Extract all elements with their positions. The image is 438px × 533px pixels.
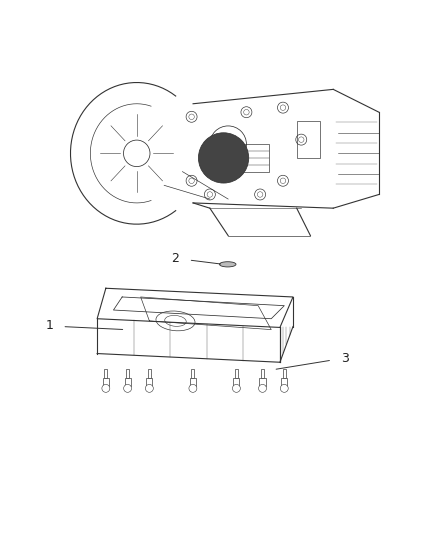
Bar bbox=[190, 378, 196, 386]
Text: 2: 2 bbox=[172, 252, 180, 265]
Bar bbox=[235, 369, 238, 378]
Text: 3: 3 bbox=[341, 352, 349, 365]
Bar bbox=[233, 378, 240, 386]
Bar bbox=[297, 122, 320, 158]
Circle shape bbox=[258, 384, 266, 392]
Bar bbox=[283, 369, 286, 378]
Circle shape bbox=[280, 384, 288, 392]
Circle shape bbox=[233, 384, 240, 392]
Circle shape bbox=[198, 133, 249, 183]
Circle shape bbox=[189, 384, 197, 392]
Bar bbox=[242, 144, 269, 172]
Circle shape bbox=[102, 384, 110, 392]
Ellipse shape bbox=[219, 262, 236, 267]
Text: 1: 1 bbox=[45, 319, 53, 332]
Bar bbox=[191, 369, 194, 378]
Bar bbox=[104, 369, 107, 378]
Bar bbox=[261, 369, 264, 378]
Bar bbox=[126, 369, 129, 378]
Bar bbox=[103, 378, 109, 386]
Bar bbox=[124, 378, 131, 386]
Bar bbox=[148, 369, 151, 378]
Bar bbox=[281, 378, 287, 386]
Bar bbox=[259, 378, 265, 386]
Circle shape bbox=[124, 384, 131, 392]
Bar bbox=[146, 378, 152, 386]
Circle shape bbox=[145, 384, 153, 392]
